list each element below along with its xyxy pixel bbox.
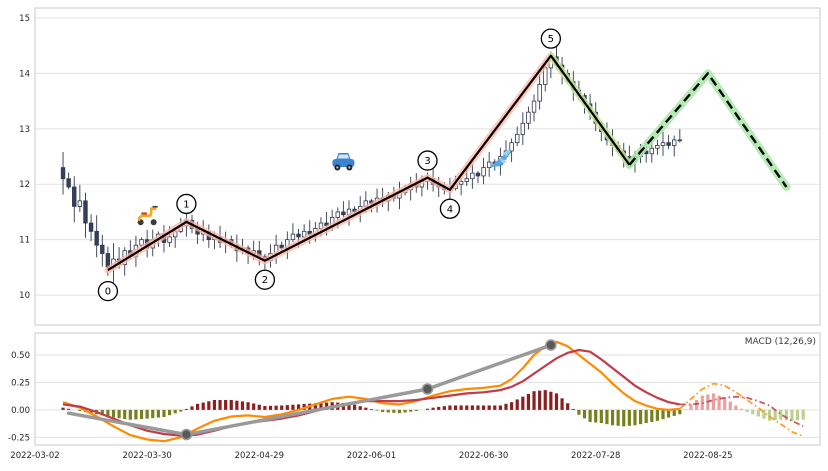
wave-4-number: 4 bbox=[447, 204, 453, 215]
wave-macd-marker bbox=[545, 339, 557, 351]
macd-y-tick: -0.25 bbox=[8, 433, 30, 443]
car-icon bbox=[332, 152, 355, 171]
price-y-tick: 15 bbox=[19, 14, 30, 24]
wave-3-number: 3 bbox=[424, 156, 430, 167]
wave-labels: 0 1 2 3 4 5 bbox=[97, 28, 562, 302]
airplane-icon bbox=[489, 149, 512, 168]
wave-line bbox=[107, 54, 631, 272]
wave-0-number: 0 bbox=[105, 287, 111, 298]
wave-macd-marker bbox=[421, 383, 434, 395]
wave-2-number: 2 bbox=[262, 275, 268, 286]
emoji-markers bbox=[137, 149, 512, 226]
price-y-tick: 11 bbox=[19, 236, 30, 246]
x-tick-label: 2022-08-25 bbox=[683, 451, 732, 461]
macd-y-tick: 0.25 bbox=[11, 378, 30, 388]
price-y-tick: 13 bbox=[19, 125, 30, 135]
wave-macd-marker bbox=[180, 428, 193, 441]
wave-macd-line bbox=[66, 339, 557, 441]
x-tick-label: 2022-06-01 bbox=[347, 451, 396, 461]
panels bbox=[34, 7, 821, 446]
wave-3-circle bbox=[417, 150, 438, 171]
price-y-tick: 10 bbox=[19, 291, 30, 301]
x-tick-label: 2022-03-02 bbox=[10, 451, 59, 461]
x-tick-label: 2022-04-29 bbox=[235, 451, 284, 461]
wave-1-number: 1 bbox=[183, 199, 189, 210]
x-tick-label: 2022-07-28 bbox=[571, 451, 620, 461]
macd-indicator-label: MACD (12,26,9) bbox=[744, 337, 816, 347]
wave-4-circle bbox=[439, 198, 461, 219]
price-y-tick: 12 bbox=[19, 180, 30, 190]
x-tick-label: 2022-06-30 bbox=[459, 451, 508, 461]
macd-y-tick: 0.50 bbox=[11, 351, 30, 361]
price-y-tick: 14 bbox=[19, 69, 30, 79]
wave-macd-path bbox=[66, 343, 553, 437]
x-tick-label: 2022-03-30 bbox=[122, 451, 171, 461]
scooter-icon bbox=[137, 205, 158, 226]
x-axis-labels: 2022-03-02 2022-03-30 2022-04-29 2022-06-01… bbox=[10, 451, 732, 461]
signal-projection-line bbox=[679, 395, 804, 428]
wave-0-circle bbox=[97, 280, 119, 302]
wave-5-number: 5 bbox=[548, 34, 554, 45]
elliott-wave-overlay bbox=[104, 52, 791, 274]
macd-y-tick: 0.00 bbox=[11, 406, 30, 416]
wave-5-circle bbox=[540, 28, 562, 49]
wave-1-circle bbox=[176, 193, 197, 215]
projection-dashed-line bbox=[628, 72, 788, 188]
macd-projection-line bbox=[679, 382, 804, 438]
wave-2-circle bbox=[254, 269, 276, 290]
